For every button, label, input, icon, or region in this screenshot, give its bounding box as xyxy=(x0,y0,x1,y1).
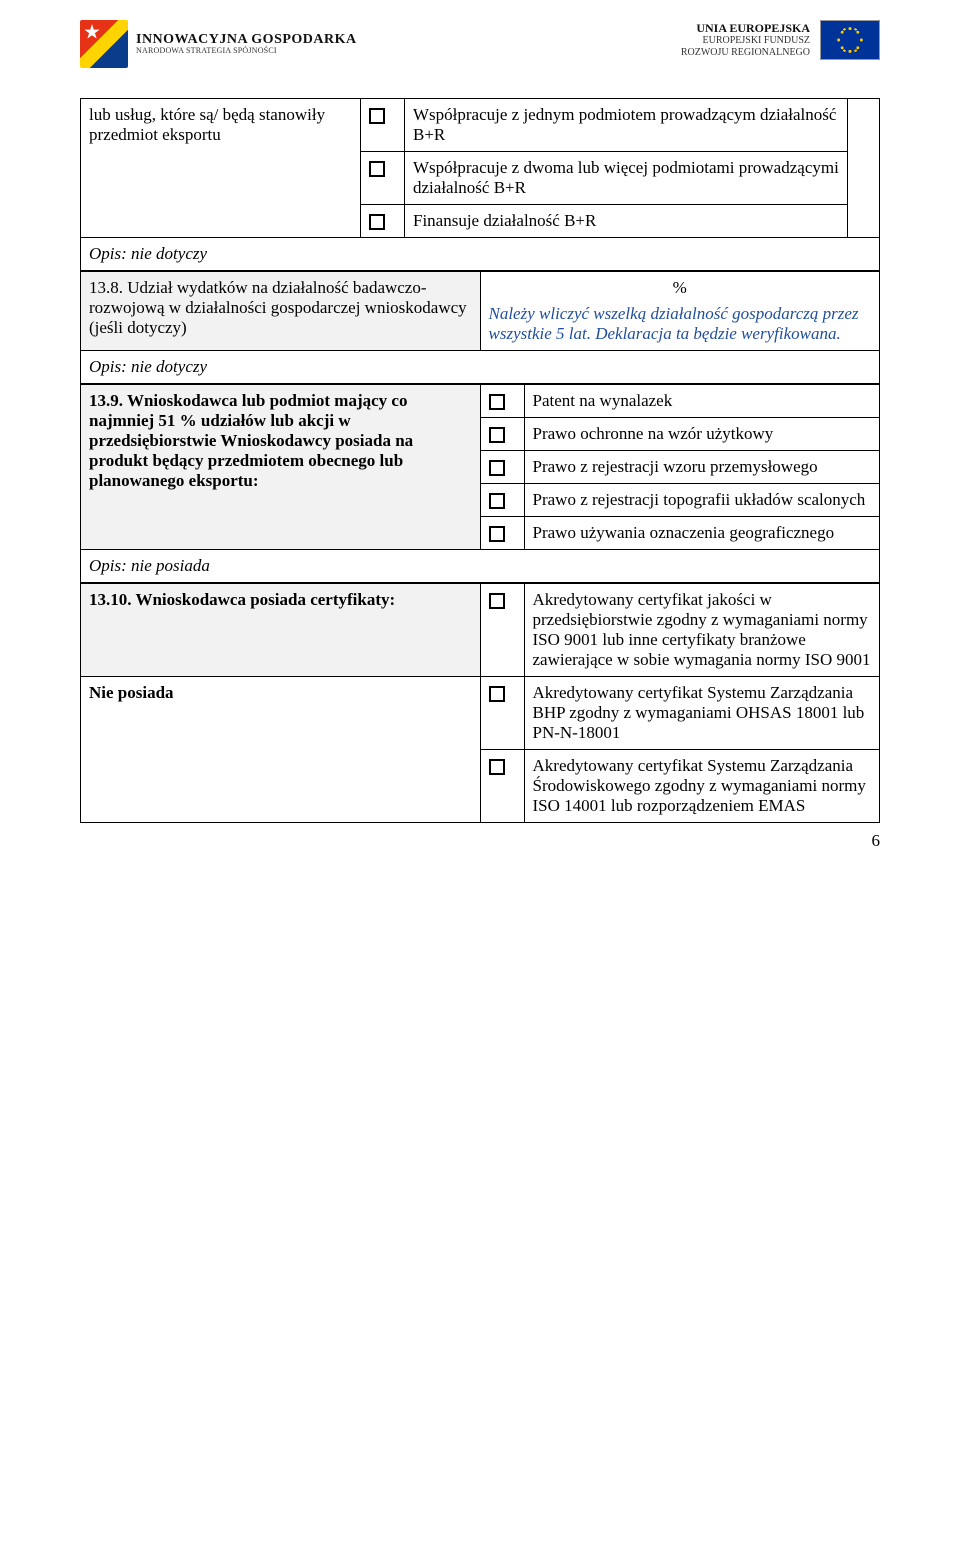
checkbox-icon[interactable] xyxy=(489,526,505,542)
checkbox-icon[interactable] xyxy=(489,427,505,443)
checkbox-icon[interactable] xyxy=(489,759,505,775)
header-left-title: INNOWACYJNA GOSPODARKA xyxy=(136,32,357,47)
checkbox-cell xyxy=(480,451,524,484)
section-138-value: % Należy wliczyć wszelką działalność gos… xyxy=(480,272,880,351)
option-text: Akredytowany certyfikat Systemu Zarządza… xyxy=(524,750,880,823)
checkbox-cell xyxy=(480,385,524,418)
checkbox-icon[interactable] xyxy=(489,593,505,609)
checkbox-cell xyxy=(480,418,524,451)
checkbox-icon[interactable] xyxy=(489,493,505,509)
section-1310-table: 13.10. Wnioskodawca posiada certyfikaty:… xyxy=(80,583,880,823)
section-138-label: 13.8. Udział wydatków na działalność bad… xyxy=(81,272,481,351)
checkbox-cell xyxy=(480,677,524,750)
option-text: Współpracuje z dwoma lub więcej podmiota… xyxy=(405,152,848,205)
checkbox-cell xyxy=(480,584,524,677)
blank-right-col xyxy=(848,99,880,238)
option-text: Akredytowany certyfikat jakości w przeds… xyxy=(524,584,880,677)
option-text: Prawo używania oznaczenia geograficznego xyxy=(524,517,880,550)
section-139-table: 13.9. Wnioskodawca lub podmiot mający co… xyxy=(80,384,880,583)
header-right-l1: UNIA EUROPEJSKA xyxy=(681,22,810,36)
option-text: Prawo z rejestracji topografii układów s… xyxy=(524,484,880,517)
option-text: Finansuje działalność B+R xyxy=(405,205,848,238)
header-right-l2: EUROPEJSKI FUNDUSZ xyxy=(681,35,810,47)
checkbox-cell xyxy=(361,205,405,238)
checkbox-icon[interactable] xyxy=(369,108,385,124)
option-text: Patent na wynalazek xyxy=(524,385,880,418)
checkbox-cell xyxy=(361,99,405,152)
section-137-opis: Opis: nie dotyczy xyxy=(81,238,880,271)
section-138-table: 13.8. Udział wydatków na działalność bad… xyxy=(80,271,880,384)
checkbox-cell xyxy=(480,750,524,823)
page-number: 6 xyxy=(872,831,881,851)
checkbox-icon[interactable] xyxy=(369,161,385,177)
section-1310-opis: Nie posiada xyxy=(81,677,481,823)
section-138-opis: Opis: nie dotyczy xyxy=(81,351,880,384)
section-139-opis: Opis: nie posiada xyxy=(81,550,880,583)
logo-eu: UNIA EUROPEJSKA EUROPEJSKI FUNDUSZ ROZWO… xyxy=(681,20,880,60)
checkbox-icon[interactable] xyxy=(369,214,385,230)
header-right-l3: ROZWOJU REGIONALNEGO xyxy=(681,47,810,59)
checkbox-cell xyxy=(480,517,524,550)
section-139-label: 13.9. Wnioskodawca lub podmiot mający co… xyxy=(81,385,481,550)
eu-flag-icon xyxy=(820,20,880,60)
checkbox-icon[interactable] xyxy=(489,394,505,410)
checkbox-icon[interactable] xyxy=(489,460,505,476)
header-left-sub: NARODOWA STRATEGIA SPÓJNOŚCI xyxy=(136,47,357,56)
section-137-label: lub usług, które są/ będą stanowiły prze… xyxy=(81,99,361,238)
ig-logo-icon xyxy=(80,20,128,68)
checkbox-cell xyxy=(480,484,524,517)
page-header: INNOWACYJNA GOSPODARKA NARODOWA STRATEGI… xyxy=(80,20,880,80)
option-text: Współpracuje z jednym podmiotem prowadzą… xyxy=(405,99,848,152)
checkbox-icon[interactable] xyxy=(489,686,505,702)
option-text: Prawo z rejestracji wzoru przemysłowego xyxy=(524,451,880,484)
section-137-table: lub usług, które są/ będą stanowiły prze… xyxy=(80,98,880,271)
note-text: Należy wliczyć wszelką działalność gospo… xyxy=(489,304,872,344)
option-text: Akredytowany certyfikat Systemu Zarządza… xyxy=(524,677,880,750)
logo-innowacyjna: INNOWACYJNA GOSPODARKA NARODOWA STRATEGI… xyxy=(80,20,357,68)
percent-sign: % xyxy=(489,278,872,298)
checkbox-cell xyxy=(361,152,405,205)
option-text: Prawo ochronne na wzór użytkowy xyxy=(524,418,880,451)
section-1310-label: 13.10. Wnioskodawca posiada certyfikaty: xyxy=(81,584,481,677)
